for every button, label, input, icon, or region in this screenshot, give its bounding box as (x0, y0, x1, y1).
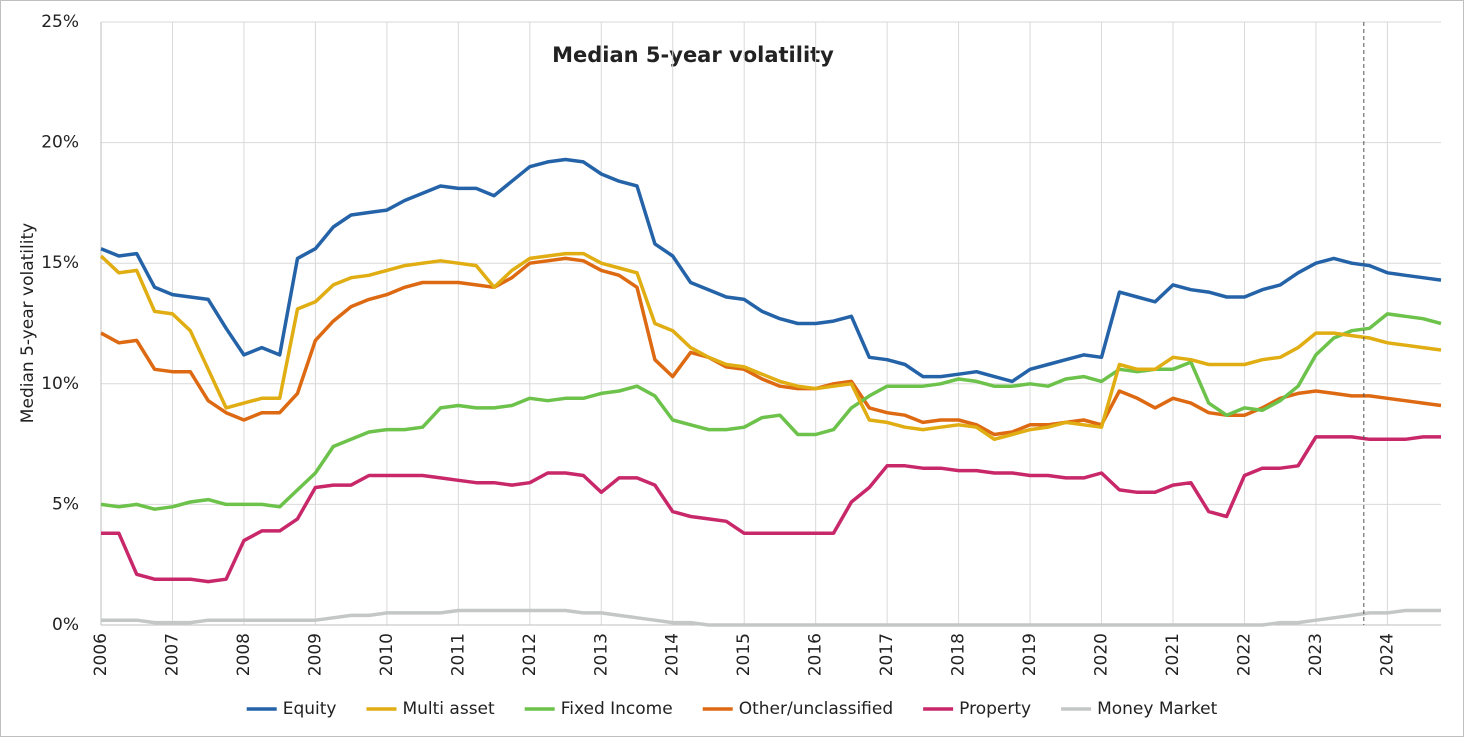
x-tick-label: 2020 (1092, 633, 1112, 676)
legend-label: Other/unclassified (739, 699, 893, 719)
legend-label: Fixed Income (561, 699, 673, 719)
x-tick-label: 2014 (663, 633, 683, 676)
x-tick-label: 2023 (1306, 633, 1326, 676)
x-tick-label: 2009 (305, 633, 325, 676)
x-tick-label: 2022 (1234, 633, 1254, 676)
x-tick-label: 2017 (877, 633, 897, 676)
x-tick-label: 2019 (1020, 633, 1040, 676)
series-line (100, 312, 1442, 511)
x-tick-label: 2015 (734, 633, 754, 676)
x-tick-label: 2016 (806, 633, 826, 676)
x-tick-label: 2006 (91, 633, 111, 676)
x-tick-label: 2024 (1377, 633, 1397, 676)
series-line (101, 608, 1441, 627)
series-line (99, 251, 1442, 442)
legend-label: Equity (283, 699, 337, 719)
legend-label: Money Market (1097, 699, 1218, 719)
x-tick-label: 2012 (520, 633, 540, 676)
y-tick-label: 5% (52, 494, 79, 514)
chart-title: Median 5-year volatility (552, 43, 834, 67)
legend-label: Property (959, 699, 1031, 719)
legend-label: Multi asset (402, 699, 495, 719)
x-tick-label: 2008 (234, 633, 254, 676)
x-tick-label: 2007 (162, 633, 182, 676)
y-tick-label: 15% (41, 253, 79, 273)
y-tick-label: 10% (41, 374, 79, 394)
x-tick-label: 2021 (1163, 633, 1183, 676)
x-tick-label: 2018 (949, 633, 969, 676)
y-tick-label: 0% (52, 615, 79, 635)
x-tick-label: 2011 (448, 633, 468, 676)
series-line (100, 256, 1442, 437)
y-tick-label: 25% (41, 12, 79, 32)
y-tick-label: 20% (41, 133, 79, 153)
x-tick-label: 2013 (591, 633, 611, 676)
series-line (101, 435, 1441, 584)
y-axis-label: Median 5-year volatility (18, 223, 38, 423)
x-tick-label: 2010 (377, 633, 397, 676)
series-line (100, 157, 1442, 384)
